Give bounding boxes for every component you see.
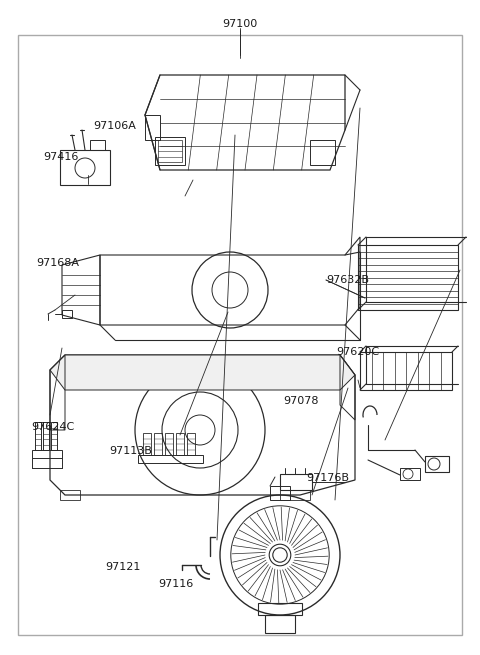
Bar (187, 433, 195, 455)
Bar (360, 352, 452, 390)
Bar (60, 150, 110, 185)
Bar (176, 433, 184, 455)
Text: 97121: 97121 (106, 561, 141, 572)
Bar (280, 474, 312, 490)
Bar (32, 450, 62, 458)
Bar (158, 140, 182, 162)
Bar (425, 456, 449, 472)
Text: 97624C: 97624C (31, 422, 74, 432)
Text: 97620C: 97620C (336, 347, 379, 358)
Text: 97100: 97100 (222, 18, 258, 29)
Bar (138, 455, 203, 463)
Text: 97078: 97078 (283, 396, 319, 406)
Bar (258, 603, 302, 615)
Bar (400, 468, 420, 480)
Text: 97113B: 97113B (109, 445, 152, 456)
Text: 97168A: 97168A (36, 258, 79, 269)
Polygon shape (50, 355, 355, 390)
Text: 97176B: 97176B (306, 473, 349, 483)
Text: 97632B: 97632B (326, 275, 370, 286)
Bar (154, 433, 162, 455)
Text: 97416: 97416 (43, 152, 79, 162)
Bar (265, 615, 295, 633)
Text: 97106A: 97106A (94, 121, 136, 131)
Text: 97116: 97116 (158, 579, 193, 590)
Bar (358, 245, 458, 310)
Bar (143, 433, 151, 455)
Bar (155, 137, 185, 165)
Bar (90, 140, 105, 150)
Bar (165, 433, 173, 455)
Bar (270, 486, 290, 500)
Bar (310, 140, 335, 165)
